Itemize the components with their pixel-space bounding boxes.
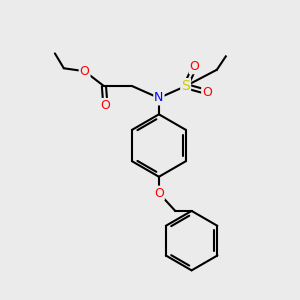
- Text: O: O: [80, 65, 89, 78]
- Text: O: O: [202, 85, 212, 98]
- Text: O: O: [190, 60, 200, 73]
- Text: S: S: [181, 79, 190, 93]
- Text: O: O: [100, 99, 110, 112]
- Text: O: O: [154, 187, 164, 200]
- Text: N: N: [154, 92, 164, 104]
